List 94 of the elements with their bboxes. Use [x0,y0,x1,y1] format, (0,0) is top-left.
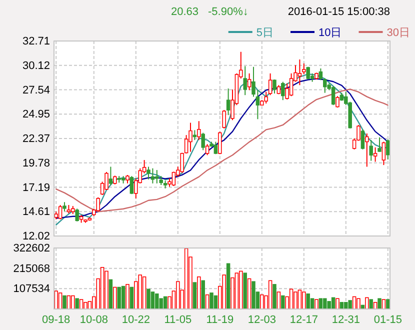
x-tick-label: 12-03 [248,314,276,326]
bar [150,292,155,310]
x-tick-label: 09-18 [42,314,70,326]
bar [281,295,285,310]
candlestick [302,62,306,75]
bar [130,286,134,310]
bar [155,293,159,310]
y-tick-label: 22.37 [22,132,50,145]
candlestick [306,66,310,80]
candlestick [243,66,247,96]
x-tick-label: 10-08 [80,314,108,326]
bar [252,281,256,310]
candlestick [323,78,327,94]
y-tick-label: 215068 [13,262,50,275]
candlestick [247,72,252,91]
text: 2016-01-15 15:00:38 [288,6,390,18]
bar [344,302,348,310]
candlestick [369,140,373,162]
y-tick-label: 19.78 [22,157,50,170]
candlestick [218,131,222,155]
bar [306,293,310,310]
candlestick [96,196,100,212]
bar [108,279,113,310]
candlestick [188,122,192,152]
bar [121,286,126,310]
candlestick [130,176,134,195]
x-tick-label: 11-05 [164,314,192,326]
bar [201,280,205,310]
candlestick [298,58,302,86]
candlestick [378,136,382,152]
candlestick [146,166,150,180]
candlestick [201,132,205,151]
candlestick [264,91,268,104]
y-tick-label: 322602 [13,242,50,255]
bar [226,263,230,310]
bar [327,301,331,310]
candlestick [336,96,340,108]
legend-label: 5日 [256,27,274,39]
candlestick [272,78,276,94]
bar [348,300,352,310]
candlestick [62,202,66,212]
y-tick-label: 30.12 [22,60,50,72]
candlestick [150,168,155,184]
candlestick [214,141,218,155]
candlestick [386,138,390,160]
candlestick [289,72,294,97]
legend-label: 30日 [386,27,410,39]
candlestick [104,172,108,191]
bar [323,298,327,310]
bar [369,299,373,310]
candlestick [222,110,226,129]
bar [117,286,121,310]
y-tick-label: 14.61 [22,206,50,218]
bar [210,292,214,310]
bar [192,282,197,310]
candlestick [281,81,285,101]
y-tick-label: 32.71 [22,36,50,48]
y-tick-label: 12.02 [22,230,50,243]
text: -5.90%↓ [208,6,248,18]
legend-label: 10日 [318,27,342,39]
x-tick-label: 12-17 [290,314,318,326]
x-tick-label: 11-19 [206,314,234,326]
candlestick [382,141,386,166]
y-tick-label: 24.95 [22,108,50,121]
candlestick [365,132,369,168]
bar [75,298,79,310]
x-tick-label: 10-22 [122,314,150,326]
candlestick [172,171,176,187]
candlestick [360,128,365,150]
candlestick [180,152,184,174]
y-tick-label: 107534 [13,283,50,296]
bar [378,298,382,310]
bar [272,284,276,310]
y-tick-label: 27.54 [22,84,50,96]
text: 20.63 [171,6,199,18]
candlestick [197,120,201,141]
bar [62,295,66,310]
candlestick [108,166,113,186]
x-tick-label: 01-15 [374,314,402,326]
candlestick [331,86,336,106]
bar [146,288,150,310]
y-tick-label: 17.19 [22,182,50,194]
candlestick [318,68,323,81]
bar [243,272,247,310]
candlestick [75,208,79,222]
candlestick [373,146,378,162]
bar [386,299,390,310]
candlestick [58,204,62,220]
x-tick-label: 12-31 [332,314,360,326]
candlestick [226,88,230,116]
candlestick [205,144,210,156]
candlestick [155,170,159,184]
candlestick [184,134,188,154]
candlestick [268,72,272,96]
